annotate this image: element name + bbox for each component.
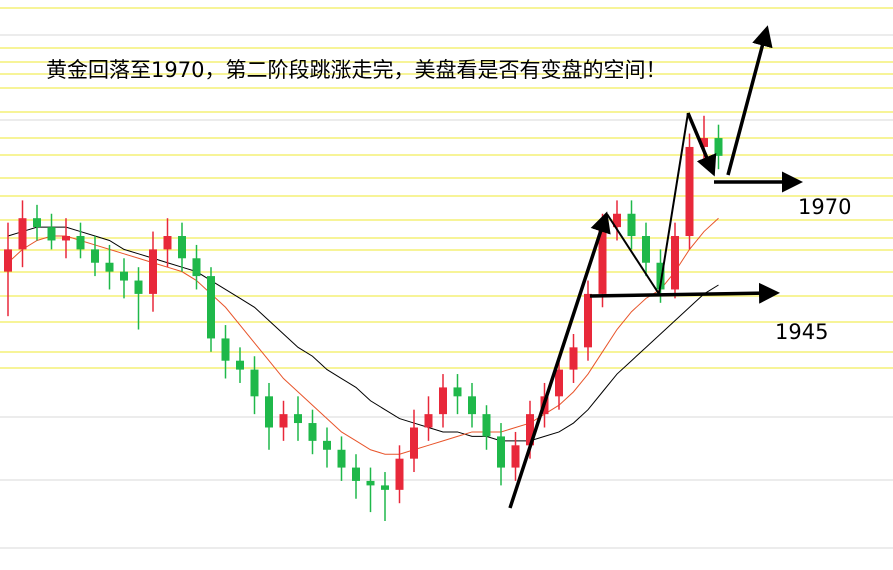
candle-body: [47, 227, 56, 241]
candle-body: [656, 262, 665, 290]
moving-average: [7, 226, 719, 442]
candle-body: [279, 414, 288, 428]
candle-body: [598, 227, 607, 294]
level-label: 1970: [798, 195, 851, 219]
grid: [0, 7, 893, 549]
candle-body: [714, 138, 723, 156]
candle-body: [381, 485, 389, 490]
candle-body: [468, 396, 476, 415]
candle-body: [700, 138, 708, 147]
candle-body: [337, 449, 346, 468]
annotation-arrows: [508, 25, 803, 509]
candle-body: [265, 396, 273, 428]
candle-body: [91, 249, 99, 263]
candle-body: [439, 387, 447, 415]
candle-body: [569, 347, 578, 370]
candle-body: [221, 338, 230, 361]
candle-body: [511, 445, 520, 468]
candle-body: [613, 213, 621, 228]
candle-body: [453, 387, 462, 397]
candle-body: [424, 414, 433, 428]
level-label: 1945: [775, 320, 828, 344]
plot: [4, 115, 723, 522]
candle-body: [163, 236, 172, 250]
candle-body: [323, 440, 331, 450]
candle-body: [352, 467, 360, 481]
candle-body: [395, 458, 404, 490]
candle-body: [584, 293, 592, 348]
candle-body: [192, 258, 201, 277]
candle-body: [149, 249, 157, 294]
candle-body: [76, 236, 85, 250]
candle-body: [627, 213, 636, 237]
candle-body: [62, 236, 70, 241]
candle-body: [308, 423, 317, 441]
candle-body: [555, 369, 563, 397]
candle-body: [685, 146, 694, 237]
candle-body: [250, 369, 259, 397]
title: 黄金回落至1970，第二阶段跳涨走完，美盘看是否有变盘的空间！: [46, 58, 666, 82]
candle-body: [178, 236, 186, 259]
candle-body: [366, 480, 375, 486]
candle-body: [236, 360, 244, 370]
candle-body: [33, 218, 41, 228]
candle-body: [526, 414, 534, 446]
candle-body: [18, 218, 27, 250]
candle-body: [105, 262, 114, 272]
candle-body: [482, 414, 491, 437]
candle-body: [4, 249, 12, 272]
candle-body: [120, 271, 128, 281]
candle-body: [207, 276, 215, 339]
candle-body: [671, 236, 679, 290]
candle-body: [642, 236, 650, 263]
candle-body: [294, 414, 302, 424]
moving-average: [7, 217, 719, 455]
candle-body: [134, 280, 143, 294]
candle-body: [497, 436, 505, 468]
candle-body: [410, 427, 418, 459]
